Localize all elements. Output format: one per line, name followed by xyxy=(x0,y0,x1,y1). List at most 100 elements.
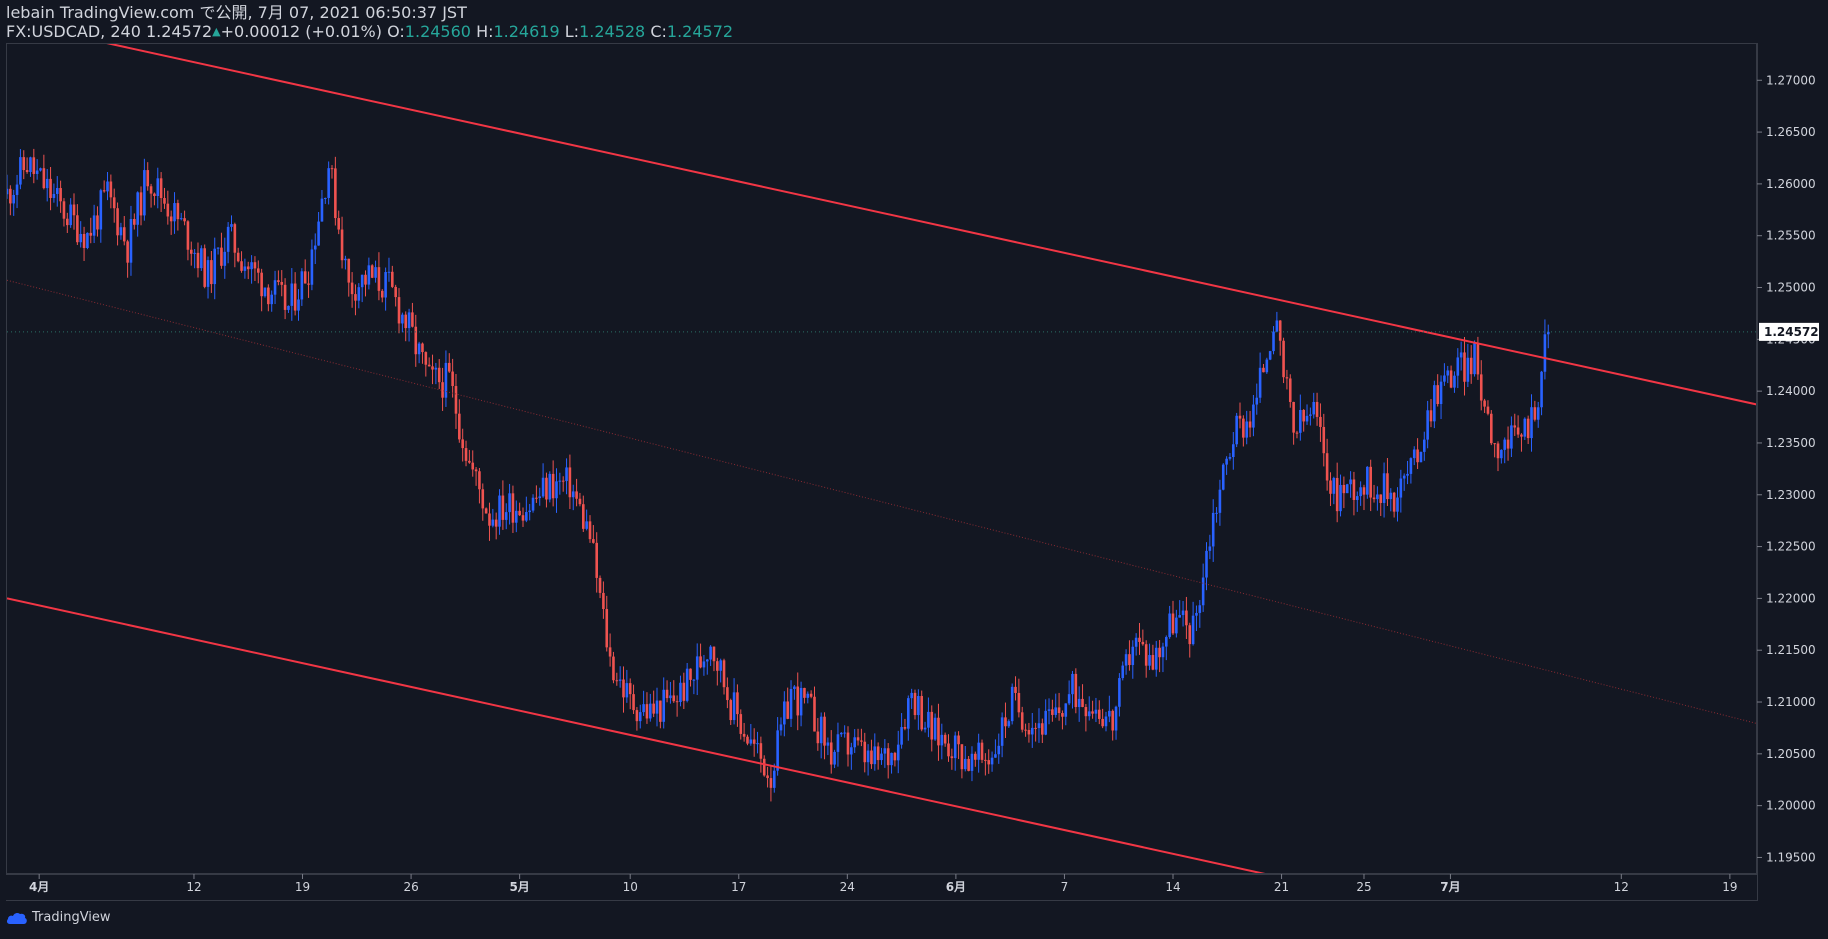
candle-body xyxy=(853,737,856,748)
candle-body xyxy=(990,757,994,765)
candle-body xyxy=(541,477,545,497)
candle-body xyxy=(1087,711,1091,717)
candle-body xyxy=(1510,425,1513,449)
last-price-label: 1.24572 xyxy=(145,22,213,41)
candle-body xyxy=(1218,489,1222,513)
candle-body xyxy=(860,740,863,742)
close-label: C: xyxy=(650,22,667,41)
candle-body xyxy=(1469,357,1473,375)
candle-body xyxy=(1366,466,1369,495)
candle-body xyxy=(327,168,330,198)
candle-body xyxy=(1148,655,1151,666)
candle-body xyxy=(809,693,813,697)
close-value: 1.24572 xyxy=(666,22,734,41)
candle-body xyxy=(568,467,572,498)
candle-body xyxy=(1466,357,1470,382)
candle-body xyxy=(1416,449,1419,463)
chart-header: lebain TradingView.com で公開, 7月 07, 2021 … xyxy=(6,3,733,41)
candle-body xyxy=(615,680,619,682)
candle-body xyxy=(153,193,156,197)
candle-body xyxy=(203,248,206,287)
x-tick-label: 24 xyxy=(840,880,855,894)
candle-body xyxy=(1175,617,1178,634)
candle-body xyxy=(1071,673,1074,695)
candle-body xyxy=(1332,477,1336,494)
price-scale-border xyxy=(1757,43,1758,901)
candle-body xyxy=(1027,730,1031,735)
candle-body xyxy=(1077,698,1081,708)
candle-body xyxy=(136,192,139,225)
candle-body xyxy=(1490,413,1493,444)
candle-body xyxy=(883,748,887,754)
candle-body xyxy=(622,679,625,698)
candle-body xyxy=(1258,367,1262,398)
candle-body xyxy=(1044,710,1047,735)
candle-body xyxy=(367,265,371,285)
lower-channel-line[interactable] xyxy=(7,597,1762,939)
x-tick-label: 12 xyxy=(186,880,201,894)
candle-body xyxy=(1359,487,1362,497)
candle-body xyxy=(772,770,776,788)
candle-body xyxy=(230,224,233,227)
candle-body xyxy=(347,258,351,283)
candle-body xyxy=(565,467,568,482)
candle-body xyxy=(1429,410,1433,422)
candle-body xyxy=(226,226,230,252)
candle-body xyxy=(1376,494,1379,500)
candle-body xyxy=(216,247,220,249)
candle-body xyxy=(1215,512,1218,514)
candle-body xyxy=(1345,484,1349,494)
candle-body xyxy=(468,460,471,463)
candle-body xyxy=(1315,401,1319,417)
candle-body xyxy=(1141,641,1145,645)
candle-body xyxy=(1305,415,1309,422)
candle-body xyxy=(354,294,357,301)
candle-body xyxy=(1419,451,1423,463)
candle-body xyxy=(1412,449,1416,459)
candle-body xyxy=(1325,453,1329,481)
candle-body xyxy=(417,343,421,355)
candle-body xyxy=(256,268,260,273)
candle-body xyxy=(953,735,957,759)
candle-body xyxy=(196,252,200,269)
candle-body xyxy=(146,170,150,187)
candle-body xyxy=(1228,457,1232,459)
candle-body xyxy=(1476,343,1480,375)
candle-body xyxy=(1463,352,1466,382)
candle-body xyxy=(1161,646,1165,658)
candle-body xyxy=(1034,727,1037,729)
candle-body xyxy=(669,695,672,699)
candle-body xyxy=(498,495,501,527)
chart-pane[interactable] xyxy=(6,43,1757,874)
mid-channel-line[interactable] xyxy=(7,279,1762,725)
candle-body xyxy=(1004,717,1007,727)
candle-body xyxy=(240,261,243,271)
x-tick-label: 5月 xyxy=(509,880,529,894)
candle-body xyxy=(970,753,974,771)
candle-body xyxy=(1041,723,1044,735)
candle-body xyxy=(1362,487,1366,495)
candle-body xyxy=(987,760,991,765)
candle-body xyxy=(893,752,897,761)
candle-body xyxy=(1493,443,1496,445)
symbol-line: FX:USDCAD, 240 1.24572▲+0.00012 (+0.01%)… xyxy=(6,22,733,41)
candle-body xyxy=(250,262,253,270)
y-tick-label: 1.24000 xyxy=(1766,384,1816,398)
candle-body xyxy=(1268,351,1272,360)
candle-body xyxy=(769,778,773,788)
upper-channel-line[interactable] xyxy=(7,21,1762,406)
candle-body xyxy=(679,682,682,703)
candle-body xyxy=(283,284,287,310)
candle-body xyxy=(1081,698,1084,708)
candle-body xyxy=(1530,407,1533,439)
candle-body xyxy=(655,700,659,714)
candle-body xyxy=(1235,415,1238,445)
candle-body xyxy=(1335,477,1339,512)
candle-body xyxy=(45,178,49,189)
candle-body xyxy=(1543,334,1547,372)
candle-body xyxy=(179,218,183,220)
candle-body xyxy=(324,197,327,199)
candle-body xyxy=(233,224,237,253)
tradingview-logo[interactable]: TradingView xyxy=(6,910,111,925)
